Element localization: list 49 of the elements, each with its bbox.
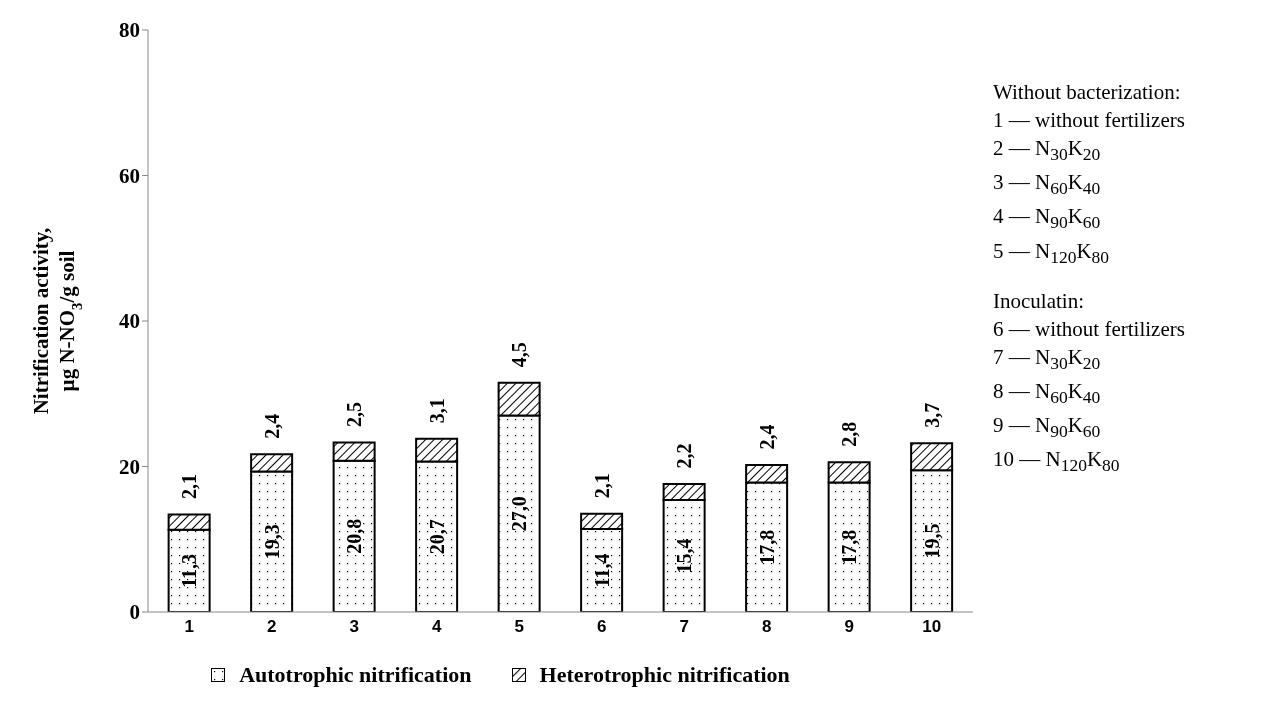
- y-tick-label: 40: [119, 309, 140, 334]
- legend-label: Autotrophic nitrification: [239, 662, 472, 688]
- x-tick-label: 4: [432, 617, 443, 637]
- y-tick-label: 60: [119, 163, 140, 188]
- data-label: 15,4: [673, 538, 696, 574]
- data-label: 20,7: [425, 519, 448, 555]
- data-label: 17,8: [755, 529, 778, 565]
- text: 6 — without fertilizers: [993, 315, 1185, 343]
- data-label: 2,5: [343, 401, 366, 427]
- legend-label: Heterotrophic nitrification: [539, 662, 790, 688]
- data-label: 27,0: [508, 496, 531, 532]
- x-tick-label: 8: [762, 617, 772, 637]
- data-label: 2,1: [590, 473, 613, 499]
- text: Without bacterization:: [993, 79, 1182, 106]
- data-label: 11,3: [178, 553, 201, 588]
- text: 7 — N$_{30}$K$_{20}$: [993, 343, 1102, 375]
- x-tick-label: 1: [184, 617, 194, 637]
- data-label: 4,5: [508, 342, 531, 368]
- x-tick-label: 6: [597, 617, 607, 637]
- y-tick-label: 20: [119, 454, 140, 479]
- data-label: 11,4: [590, 553, 613, 588]
- text: 9 — N$_{90}$K$_{60}$: [993, 412, 1102, 444]
- text: 2 — N$_{30}$K$_{20}$: [993, 135, 1102, 167]
- y-tick-label: 80: [119, 18, 140, 43]
- x-tick-label: 2: [267, 617, 277, 637]
- text: Inoculatin:: [993, 287, 1085, 315]
- data-label: 3,7: [920, 402, 943, 428]
- text: 1 — without fertilizers: [993, 107, 1185, 134]
- text: 4 — N$_{90}$K$_{60}$: [993, 203, 1102, 235]
- data-label: 2,4: [260, 413, 283, 439]
- x-tick-label: 3: [349, 617, 359, 637]
- text: 5 — N$_{120}$K$_{80}$: [993, 237, 1111, 269]
- data-label: 2,1: [178, 474, 201, 500]
- data-label: 19,5: [920, 523, 943, 559]
- y-tick-label: 0: [129, 600, 140, 625]
- data-label: 20,8: [343, 518, 366, 554]
- x-tick-label: 5: [514, 617, 524, 637]
- data-label: 3,1: [425, 398, 448, 424]
- data-label: 2,2: [673, 443, 696, 469]
- x-tick-label: 7: [679, 617, 689, 637]
- data-label: 19,3: [260, 524, 283, 560]
- data-label: 2,4: [755, 424, 778, 450]
- data-label: 17,8: [838, 529, 861, 565]
- x-tick-label: 10: [922, 617, 942, 637]
- data-label: 2,8: [838, 421, 861, 447]
- x-tick-label: 9: [844, 617, 854, 637]
- text: 8 — N$_{60}$K$_{40}$: [993, 377, 1102, 410]
- text: 10 — N$_{120}$K$_{80}$: [993, 446, 1121, 478]
- text: 3 — N$_{60}$K$_{40}$: [993, 169, 1102, 201]
